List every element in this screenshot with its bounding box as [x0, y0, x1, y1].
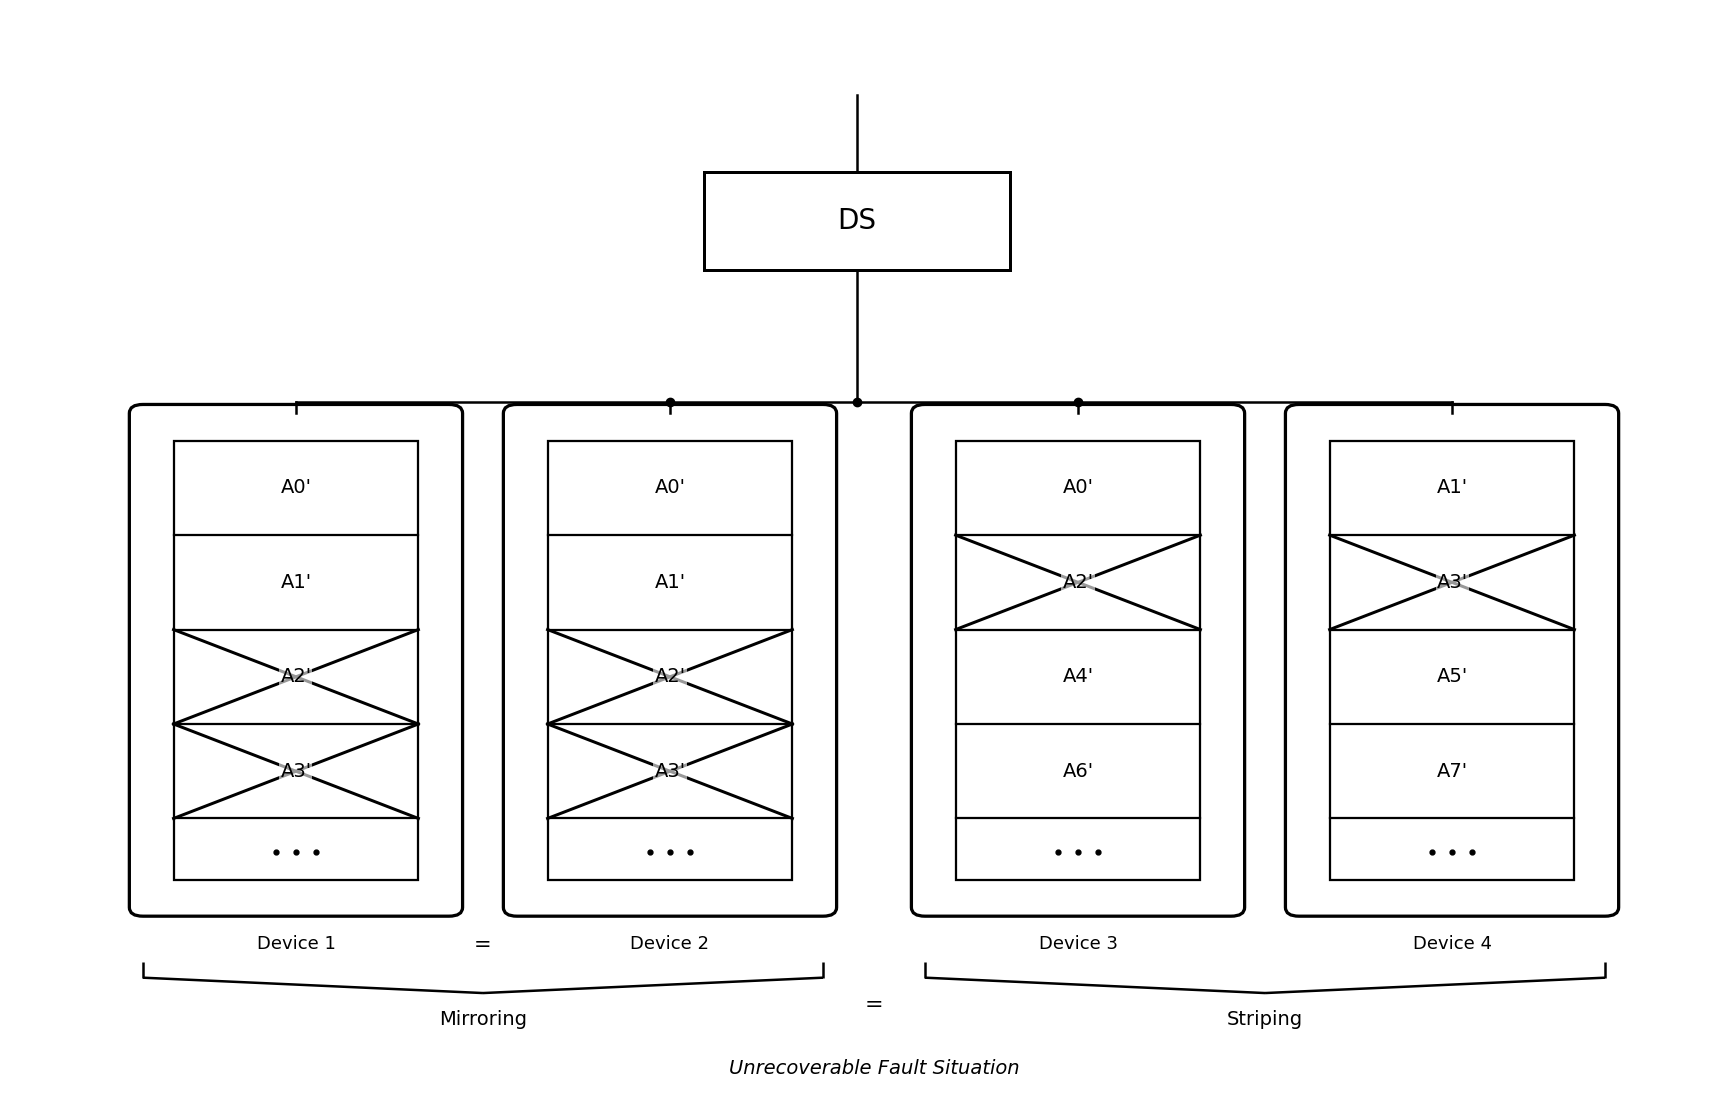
Bar [547, 440, 792, 880]
FancyBboxPatch shape [129, 405, 463, 916]
Text: Mirroring: Mirroring [439, 1010, 526, 1029]
Text: A4': A4' [1063, 667, 1094, 686]
Text: A0': A0' [655, 478, 686, 497]
Text: Device 2: Device 2 [631, 935, 710, 953]
Text: A1': A1' [655, 573, 686, 592]
Text: Device 1: Device 1 [257, 935, 336, 953]
Text: A2': A2' [1063, 573, 1094, 592]
Text: Unrecoverable Fault Situation: Unrecoverable Fault Situation [728, 1059, 1020, 1078]
Text: =: = [475, 935, 492, 955]
Text: A3': A3' [655, 762, 686, 781]
Text: A2': A2' [281, 667, 312, 686]
Bar [173, 440, 418, 880]
Text: =: = [864, 995, 883, 1015]
Text: A6': A6' [1063, 762, 1094, 781]
Text: A5': A5' [1436, 667, 1467, 686]
Text: A2': A2' [655, 667, 686, 686]
Text: Device 4: Device 4 [1412, 935, 1491, 953]
Bar [956, 440, 1200, 880]
Text: A1': A1' [281, 573, 312, 592]
FancyBboxPatch shape [912, 405, 1244, 916]
Text: A0': A0' [1063, 478, 1094, 497]
Text: A3': A3' [1436, 573, 1467, 592]
Text: Device 3: Device 3 [1039, 935, 1118, 953]
Text: A0': A0' [281, 478, 312, 497]
FancyBboxPatch shape [504, 405, 836, 916]
Bar [1330, 440, 1575, 880]
Text: DS: DS [838, 207, 876, 235]
Bar [704, 171, 1010, 270]
Text: A1': A1' [1436, 478, 1467, 497]
Text: A3': A3' [281, 762, 312, 781]
Text: A7': A7' [1436, 762, 1467, 781]
Text: Striping: Striping [1227, 1010, 1303, 1029]
FancyBboxPatch shape [1286, 405, 1618, 916]
